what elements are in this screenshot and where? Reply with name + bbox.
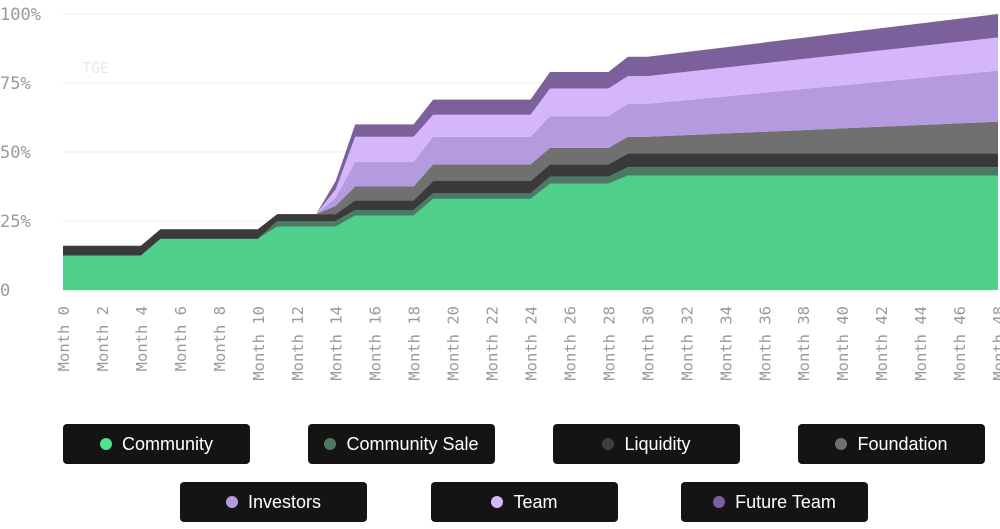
y-tick-label: 50% (0, 143, 31, 163)
foundation-dot-icon (835, 438, 848, 450)
legend-item-community-sale[interactable]: Community Sale (308, 424, 495, 464)
area-foundation (63, 121, 998, 246)
x-tick-label: Month 14 (328, 306, 346, 381)
x-tick-label: Month 42 (873, 306, 891, 381)
legend-item-community[interactable]: Community (63, 424, 250, 464)
x-tick-label: Month 32 (678, 306, 696, 381)
x-tick-label: Month 8 (211, 306, 229, 371)
x-tick-label: Month 28 (600, 306, 618, 381)
legend-item-team[interactable]: Team (431, 482, 618, 522)
legend-label: Community (121, 433, 214, 454)
x-tick-label: Month 26 (561, 306, 579, 381)
legend-item-investors[interactable]: Investors (180, 482, 367, 522)
legend-label: Team (513, 491, 558, 512)
area-future-team (63, 14, 998, 246)
y-tick-label: 0 (0, 281, 10, 301)
x-tick-label: Month 36 (756, 306, 774, 381)
x-tick-label: Month 16 (367, 306, 385, 381)
liquidity-dot-icon (602, 438, 615, 450)
x-tick-label: Month 20 (445, 306, 463, 381)
area-investors (63, 70, 998, 246)
x-tick-label: Month 2 (94, 306, 112, 371)
investors-dot-icon (225, 496, 238, 508)
x-axis-ticks: Month 0 Month 2 Month 4 Month 6 Month 8 Month… (55, 306, 1000, 381)
x-tick-label: Month 34 (717, 306, 735, 381)
legend-label: Investors (247, 491, 322, 512)
legend-label: Future Team (735, 491, 836, 512)
y-axis-ticks: 100% 75% 50% 25% 0 (0, 5, 41, 301)
future-team-dot-icon (713, 496, 726, 508)
area-team (63, 37, 998, 246)
community-dot-icon (99, 438, 112, 450)
community-sale-dot-icon (324, 438, 337, 450)
x-tick-label: Month 38 (795, 306, 813, 381)
area-community (63, 175, 998, 290)
x-tick-label: Month 18 (406, 306, 424, 381)
vesting-area-chart: TGE 100% 75% 50% 25% 0 Month 0 Month 2 Month 4… (0, 5, 1000, 381)
y-tick-label: 75% (0, 74, 31, 94)
legend-label: Liquidity (624, 433, 691, 454)
x-tick-label: Month 12 (289, 306, 307, 381)
x-tick-label: Month 24 (523, 306, 541, 381)
y-tick-label: 25% (0, 212, 31, 232)
legend-item-liquidity[interactable]: Liquidity (553, 424, 740, 464)
x-tick-label: Month 46 (951, 306, 969, 381)
x-tick-label: Month 40 (834, 306, 852, 381)
x-tick-label: Month 6 (172, 306, 190, 371)
team-dot-icon (491, 496, 504, 508)
stacked-areas (63, 14, 998, 290)
tge-annotation: TGE (82, 59, 109, 77)
y-tick-label: 100% (0, 5, 41, 25)
x-tick-label: Month 0 (55, 306, 73, 371)
x-tick-label: Month 48 (990, 306, 1000, 381)
x-tick-label: Month 30 (639, 306, 657, 381)
area-liquidity (63, 153, 998, 256)
legend-item-foundation[interactable]: Foundation (798, 424, 985, 464)
x-tick-label: Month 44 (912, 306, 930, 381)
x-tick-label: Month 4 (133, 306, 151, 371)
x-tick-label: Month 22 (484, 306, 502, 381)
legend-label: Community Sale (346, 433, 479, 454)
legend-label: Foundation (857, 433, 948, 454)
x-tick-label: Month 10 (250, 306, 268, 381)
legend-item-future-team[interactable]: Future Team (681, 482, 868, 522)
